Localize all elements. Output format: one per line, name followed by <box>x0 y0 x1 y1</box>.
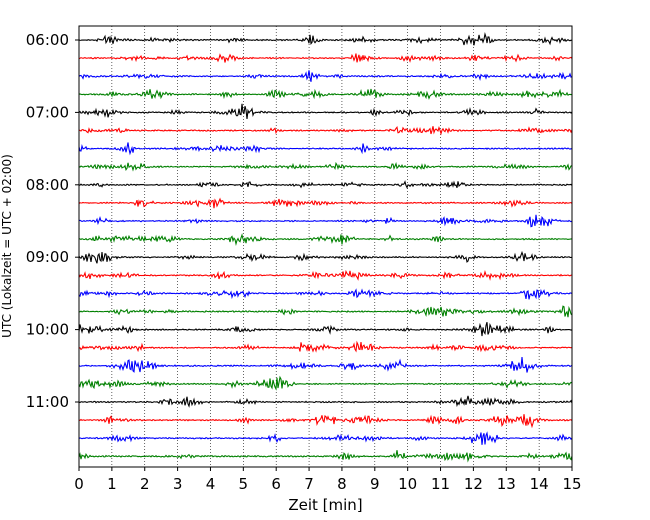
y-tick-label: 08:00 <box>26 176 69 194</box>
seismic-trace <box>78 197 573 209</box>
x-tick-label: 14 <box>530 475 549 493</box>
y-axis: 06:00 07:00 08:00 09:00 10:00 11:00 <box>26 31 79 411</box>
seismic-trace <box>78 340 573 353</box>
y-axis-label: UTC (Lokalzeit = UTC + 02:00) <box>0 154 14 338</box>
seismic-trace <box>78 395 573 408</box>
y-tick-label: 10:00 <box>26 321 69 339</box>
seismic-trace <box>78 450 573 463</box>
x-tick-label: 10 <box>398 475 417 493</box>
seismic-trace <box>78 32 573 46</box>
seismic-trace <box>78 103 573 120</box>
x-tick-label: 7 <box>304 475 314 493</box>
x-tick-label: 6 <box>271 475 281 493</box>
seismic-trace <box>78 269 573 281</box>
seismic-trace <box>78 356 573 373</box>
x-tick-label: 9 <box>370 475 380 493</box>
seismic-trace <box>78 321 573 337</box>
x-tick-label: 8 <box>337 475 347 493</box>
seismic-trace <box>78 180 573 189</box>
seismic-trace <box>78 250 573 264</box>
x-tick-label: 5 <box>239 475 249 493</box>
seismic-trace <box>78 431 573 445</box>
x-tick-label: 3 <box>173 475 183 493</box>
y-tick-label: 07:00 <box>26 103 69 121</box>
y-tick-label: 06:00 <box>26 31 69 49</box>
seismic-trace <box>78 88 573 100</box>
seismic-trace <box>78 142 573 156</box>
seismic-trace <box>78 70 573 82</box>
seismic-trace <box>78 125 573 136</box>
grid-lines <box>111 26 540 467</box>
y-tick-label: 11:00 <box>26 393 69 411</box>
x-tick-label: 1 <box>107 475 117 493</box>
seismic-trace <box>78 414 573 429</box>
seismic-trace <box>78 288 573 300</box>
seismic-trace <box>78 161 573 172</box>
y-tick-label: 09:00 <box>26 248 69 266</box>
x-tick-label: 13 <box>497 475 516 493</box>
seismic-trace <box>78 305 573 318</box>
x-tick-label: 12 <box>464 475 483 493</box>
plot-frame <box>78 25 573 468</box>
x-axis: 0 1 2 3 4 5 6 7 8 9 10 11 12 13 14 15 <box>74 467 582 493</box>
seismic-traces <box>78 32 573 463</box>
x-tick-label: 11 <box>431 475 450 493</box>
x-tick-label: 4 <box>206 475 216 493</box>
seismic-trace <box>78 233 573 247</box>
seismic-trace <box>78 375 573 391</box>
x-axis-label: Zeit [min] <box>288 496 362 514</box>
x-tick-label: 15 <box>562 475 581 493</box>
x-tick-label: 0 <box>74 475 84 493</box>
x-tick-label: 2 <box>140 475 150 493</box>
seismic-trace <box>78 53 573 63</box>
seismic-trace <box>78 214 573 228</box>
